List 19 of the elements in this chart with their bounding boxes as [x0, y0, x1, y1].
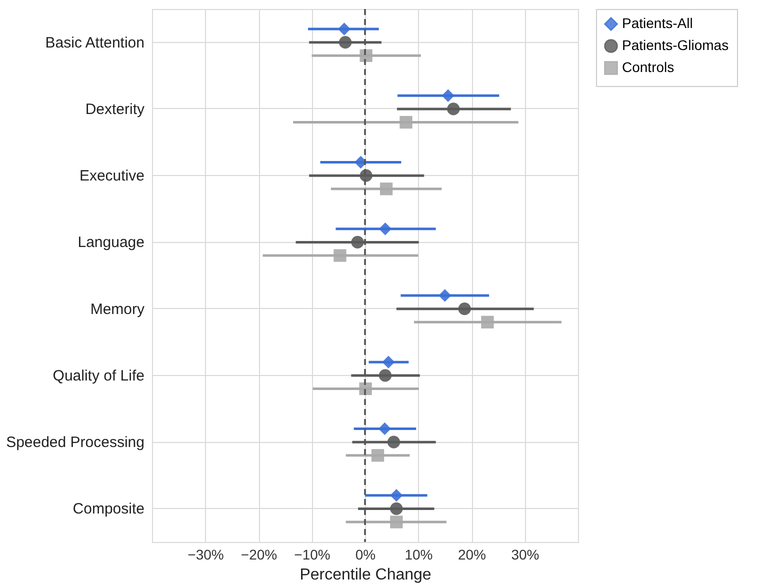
legend-label: Patients-Gliomas [622, 37, 729, 53]
x-axis-title: Percentile Change [300, 566, 432, 584]
y-tick-label: Dexterity [85, 100, 145, 118]
y-tick-label: Speeded Processing [6, 434, 144, 452]
y-tick-label: Composite [72, 500, 144, 518]
y-tick-label: Executive [79, 168, 144, 185]
x-tick-label: −10% [294, 546, 330, 562]
legend-label: Patients-All [622, 15, 693, 31]
y-tick-label: Language [78, 234, 144, 252]
y-tick-label: Memory [90, 300, 145, 318]
x-tick-label: 0% [355, 546, 376, 562]
y-tick-label: Basic Attention [45, 34, 144, 52]
y-tick-label: Quality of Life [52, 367, 144, 384]
x-tick-label: 10% [404, 546, 433, 562]
x-tick-label: 30% [511, 546, 540, 562]
x-tick-label: −30% [188, 546, 224, 562]
x-tick-label: 20% [458, 546, 486, 562]
x-tick-label: −20% [240, 546, 278, 562]
legend-label: Controls [622, 59, 674, 75]
